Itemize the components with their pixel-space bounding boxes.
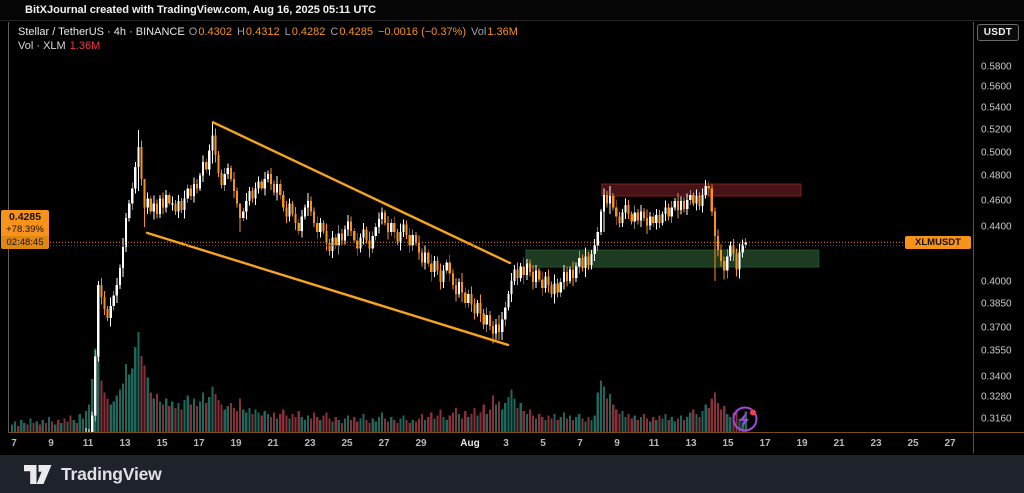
legend-segment: 0.4312 bbox=[245, 26, 280, 38]
chart-canvas[interactable] bbox=[0, 22, 973, 433]
last-price-change: +78.39% bbox=[1, 224, 49, 236]
time-tick-label: 15 bbox=[722, 438, 734, 449]
time-tick-label: 11 bbox=[648, 438, 660, 449]
price-tick-label: 0.4400 bbox=[981, 221, 1012, 233]
volume-legend-row[interactable]: Vol · XLM 1.36M bbox=[18, 40, 101, 52]
attribution-text: BitXJournal created with TradingView.com… bbox=[25, 4, 377, 16]
time-tick-label: 23 bbox=[870, 438, 882, 449]
time-tick-label: 19 bbox=[230, 438, 242, 449]
time-tick-label: 21 bbox=[267, 438, 279, 449]
time-tick-label: 21 bbox=[833, 438, 845, 449]
time-tick-label: 9 bbox=[614, 438, 620, 449]
price-axis-border bbox=[973, 22, 974, 453]
time-tick-label: Aug bbox=[460, 438, 480, 449]
price-tick-label: 0.3700 bbox=[981, 322, 1012, 333]
volume-bars bbox=[10, 332, 747, 432]
wedge-upper[interactable] bbox=[211, 121, 512, 265]
price-tick-label: 0.4800 bbox=[981, 170, 1012, 182]
time-tick-label: 25 bbox=[907, 438, 919, 449]
price-tick-label: 0.4600 bbox=[981, 195, 1012, 207]
currency-toggle-button[interactable]: USDT bbox=[977, 24, 1019, 41]
time-tick-label: 23 bbox=[304, 438, 316, 449]
supply-zone[interactable] bbox=[601, 183, 802, 197]
price-tick-label: 0.5400 bbox=[981, 102, 1012, 114]
time-tick-label: 19 bbox=[796, 438, 808, 449]
legend-segment: 1.36M bbox=[69, 40, 101, 52]
legend-segment: L bbox=[284, 26, 291, 38]
legend-segment: −0.0016 (−0.37%) bbox=[377, 26, 467, 38]
footer: TradingView bbox=[0, 455, 1024, 493]
time-tick-label: 25 bbox=[341, 438, 353, 449]
price-tick-label: 0.3400 bbox=[981, 371, 1012, 382]
candles bbox=[85, 122, 747, 433]
price-tick-label: 0.5000 bbox=[981, 147, 1012, 159]
last-price-label: 0.4285 +78.39% 02:48:45 bbox=[1, 210, 49, 249]
time-tick-label: 9 bbox=[48, 438, 54, 449]
price-tick-label: 0.5200 bbox=[981, 124, 1012, 136]
time-tick-label: 17 bbox=[193, 438, 205, 449]
symbol-legend-row[interactable]: Stellar / TetherUS · 4h · BINANCE O0.430… bbox=[18, 26, 523, 38]
time-tick-label: 5 bbox=[540, 438, 546, 449]
price-axis[interactable]: USDT 0.5800 0.5600 0.5400 0.5200 0.5000 0.480… bbox=[974, 22, 1024, 432]
legend-segment: Stellar / TetherUS · 4h · BINANCE bbox=[18, 26, 188, 38]
legend-segment: 1.36M bbox=[487, 26, 518, 38]
tradingview-brand-text[interactable]: TradingView bbox=[61, 463, 162, 484]
price-tick-label: 0.3160 bbox=[981, 413, 1012, 425]
wedge-lower[interactable] bbox=[145, 231, 510, 347]
price-tick-label: 0.3850 bbox=[981, 298, 1012, 310]
time-axis-border bbox=[8, 432, 1024, 433]
time-tick-label: 27 bbox=[378, 438, 390, 449]
legend-segment: C bbox=[330, 26, 339, 38]
demand-zone[interactable] bbox=[525, 249, 820, 268]
time-tick-label: 15 bbox=[156, 438, 168, 449]
time-tick-label: 17 bbox=[759, 438, 771, 449]
price-tick-label: 0.3280 bbox=[981, 391, 1012, 403]
price-tick-label: 0.3550 bbox=[981, 345, 1012, 357]
legend-segment: Vol bbox=[471, 26, 487, 38]
symbol-price-tag: XLMUSDT bbox=[905, 235, 971, 249]
legend-segment: 0.4282 bbox=[291, 26, 326, 38]
time-tick-label: 13 bbox=[119, 438, 131, 449]
price-tick-label: 0.4000 bbox=[981, 276, 1012, 288]
attribution-bar: BitXJournal created with TradingView.com… bbox=[0, 0, 1024, 21]
legend-segment: H bbox=[236, 26, 245, 38]
price-tick-label: 0.5800 bbox=[981, 61, 1012, 73]
price-tick-label: 0.5600 bbox=[981, 81, 1012, 93]
time-tick-label: 13 bbox=[685, 438, 697, 449]
time-tick-label: 29 bbox=[415, 438, 427, 449]
time-tick-label: 7 bbox=[577, 438, 583, 449]
time-tick-label: 11 bbox=[82, 438, 94, 449]
time-tick-label: 3 bbox=[503, 438, 509, 449]
time-axis[interactable]: 7 9 11 13 15 17 19 21 23 25 27 29 Aug 3 5 7 9 11 13 15 17 19 2… bbox=[0, 433, 1024, 455]
legend-segment: 0.4285 bbox=[339, 26, 373, 38]
time-tick-label: 7 bbox=[11, 438, 17, 449]
event-marker-icon[interactable] bbox=[732, 406, 758, 432]
tradingview-logo-icon[interactable] bbox=[24, 464, 52, 484]
legend-segment: Vol · XLM bbox=[18, 40, 69, 52]
last-price-value: 0.4285 bbox=[1, 210, 49, 224]
legend-segment: 0.4302 bbox=[198, 26, 232, 38]
candle-countdown: 02:48:45 bbox=[1, 236, 49, 249]
legend-segment: O bbox=[188, 26, 198, 38]
time-tick-label: 27 bbox=[944, 438, 956, 449]
